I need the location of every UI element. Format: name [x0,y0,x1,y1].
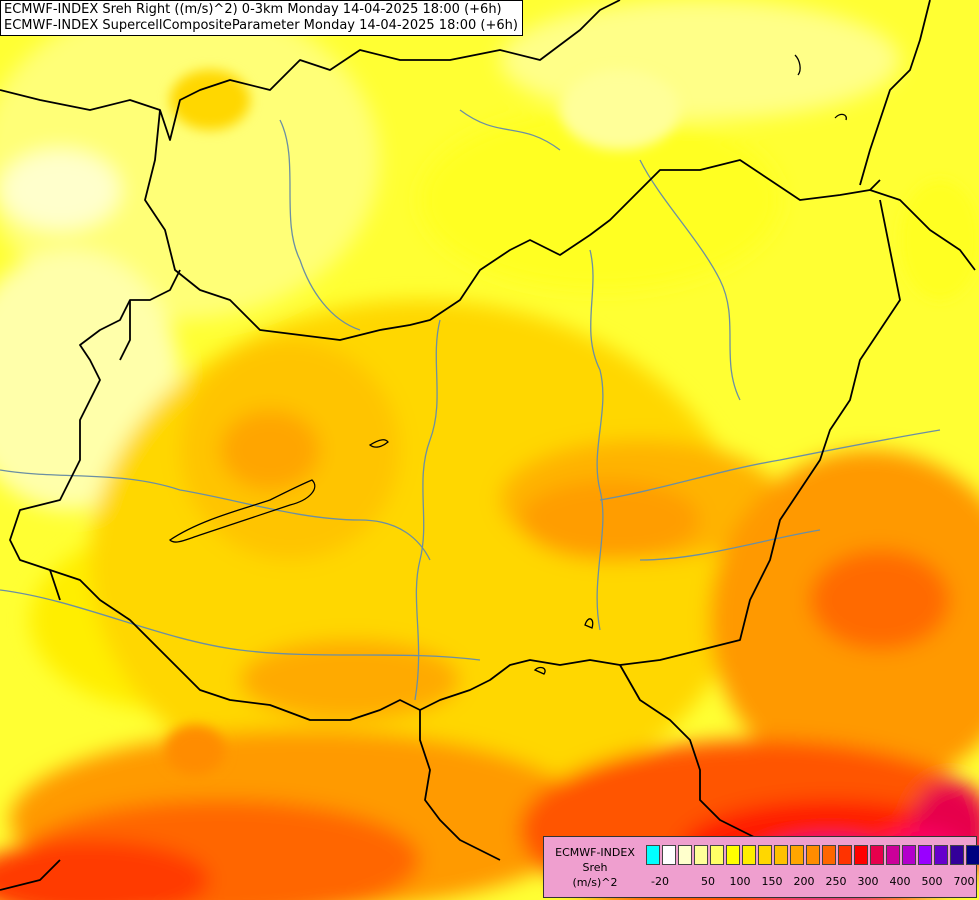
legend-tick-label: 150 [761,875,783,888]
legend-swatch [838,845,852,865]
legend-tick-label: -20 [651,875,669,888]
legend-tick-label: 250 [825,875,847,888]
color-legend: ECMWF-INDEX Sreh (m/s)^2 -20 50 100 150 200 2… [543,836,979,898]
legend-tick-label: 500 [921,875,943,888]
legend-swatch [790,845,804,865]
legend-tick-label: 200 [793,875,815,888]
legend-title-2: Sreh [582,861,608,874]
legend-unit: (m/s)^2 [572,876,618,889]
legend-swatch [918,845,932,865]
legend-swatch [822,845,836,865]
legend-tick-label: 100 [729,875,751,888]
legend-swatch [854,845,868,865]
contour-highlights [165,70,979,775]
legend-swatch [966,845,979,865]
legend-swatch [694,845,708,865]
rivers [0,109,941,701]
title-line-2: ECMWF-INDEX SupercellCompositeParameter … [4,18,518,33]
legend-swatch [678,845,692,865]
legend-swatch [886,845,900,865]
title-line-1: ECMWF-INDEX Sreh Right ((m/s)^2) 0-3km M… [4,2,502,17]
lakes [168,54,847,675]
legend-swatch [758,845,772,865]
legend-swatch [662,845,676,865]
map-title-box: ECMWF-INDEX Sreh Right ((m/s)^2) 0-3km M… [0,0,523,36]
legend-swatch [870,845,884,865]
legend-tick-label: 300 [857,875,879,888]
legend-title-1: ECMWF-INDEX [555,846,635,859]
legend-title: ECMWF-INDEX Sreh (m/s)^2 [548,845,642,890]
legend-swatch [774,845,788,865]
legend-swatch [726,845,740,865]
legend-swatch [742,845,756,865]
legend-swatch [646,845,660,865]
legend-swatch [806,845,820,865]
legend-swatch [950,845,964,865]
legend-swatch [710,845,724,865]
legend-tick-label: 700 [953,875,975,888]
legend-swatch [934,845,948,865]
legend-tick-label: 50 [701,875,715,888]
legend-tick-label: 400 [889,875,911,888]
legend-swatch [902,845,916,865]
